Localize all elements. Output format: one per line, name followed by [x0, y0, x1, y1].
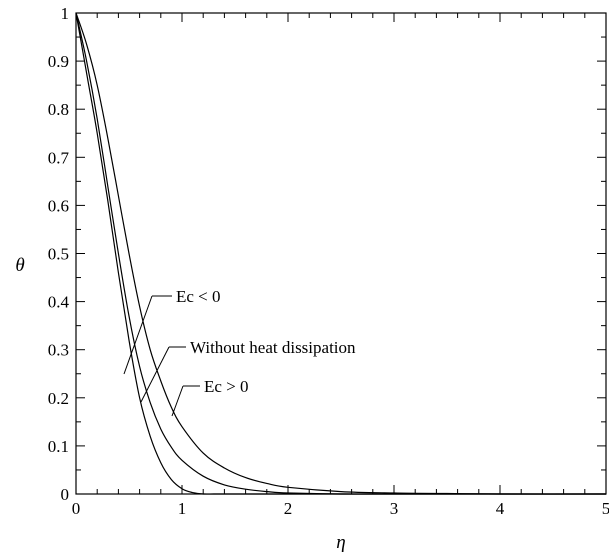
- x-tick-label: 0: [72, 499, 81, 518]
- plot-border: [75, 12, 607, 495]
- y-tick-label: 0.4: [48, 293, 70, 312]
- series-curves: [75, 12, 607, 495]
- y-axis-label: θ: [15, 255, 24, 276]
- x-tick-label: 2: [284, 499, 293, 518]
- x-axis-label: η: [336, 532, 345, 553]
- y-tick-label: 0.2: [48, 389, 69, 408]
- y-tick-label: 0.5: [48, 245, 69, 264]
- y-tick-label: 0: [61, 485, 70, 504]
- x-tick-label: 5: [602, 499, 609, 518]
- x-tick-label: 4: [496, 499, 505, 518]
- y-tick-label: 0.9: [48, 52, 69, 71]
- annotation-leader-without-dissipation: [140, 346, 170, 403]
- annotation-ec-positive: Ec > 0: [204, 377, 249, 396]
- series-line-1-ec-0: [75, 12, 606, 495]
- y-tick-label: 0.3: [48, 341, 69, 360]
- plot-frame: [75, 12, 607, 495]
- annotation-leader-ec-positive: [171, 385, 184, 417]
- series-line-2-without-heat-dissipation: [75, 12, 606, 495]
- x-tick-label: 1: [178, 499, 187, 518]
- curve-annotations: Ec < 0 Without heat dissipation Ec > 0: [123, 287, 356, 417]
- y-tick-label: 0.6: [48, 196, 69, 215]
- y-tick-label: 0.1: [48, 437, 69, 456]
- series-line-3-ec-0: [75, 12, 607, 495]
- annotation-ec-negative: Ec < 0: [176, 287, 221, 306]
- y-tick-label: 0.8: [48, 100, 69, 119]
- annotation-leader-ec-negative: [123, 295, 153, 375]
- y-tick-label: 1: [61, 4, 70, 23]
- annotation-without-heat-dissipation: Without heat dissipation: [190, 338, 356, 357]
- y-tick-label: 0.7: [48, 148, 70, 167]
- x-axis-ticks: 0 1 2 3 4 5: [72, 13, 609, 518]
- y-axis-ticks: 0 0.1 0.2 0.3 0.4 0.5 0.6 0.7 0.8 0.9 1: [48, 4, 606, 504]
- x-tick-label: 3: [390, 499, 399, 518]
